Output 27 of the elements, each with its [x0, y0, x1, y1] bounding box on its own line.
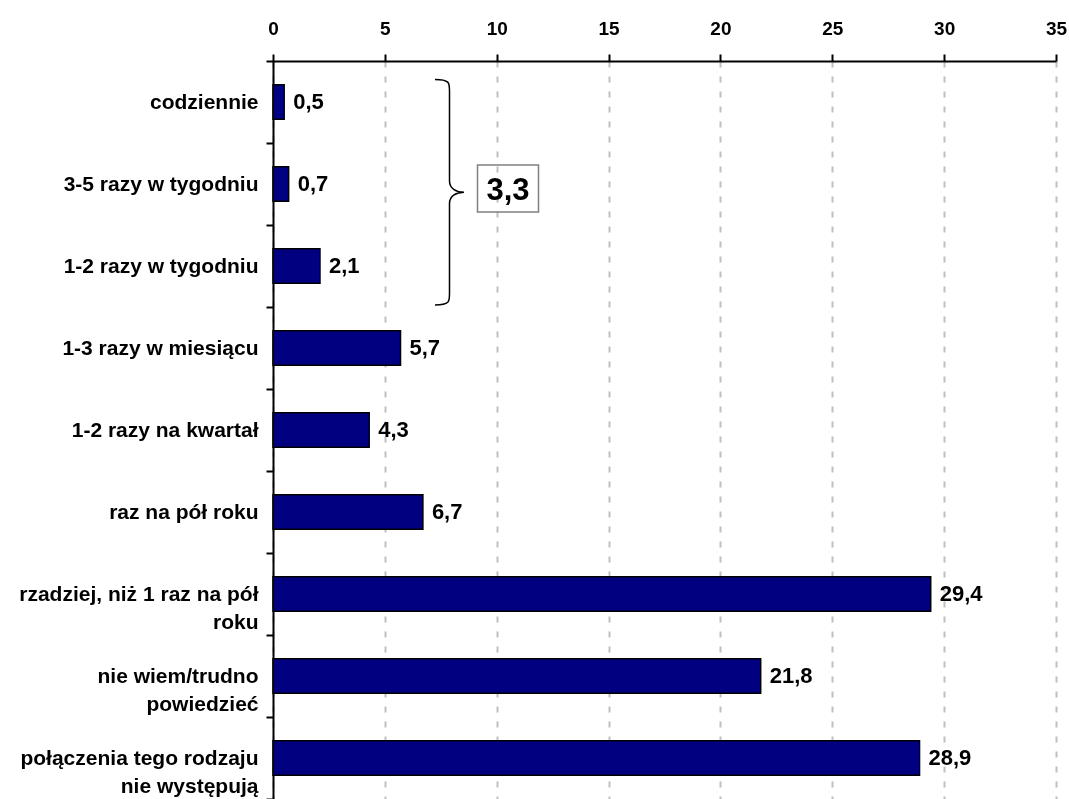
- data-label: 2,1: [328, 253, 360, 278]
- data-label: 5,7: [409, 335, 441, 360]
- data-label: 6,7: [431, 499, 463, 524]
- x-tick-label: 30: [934, 17, 956, 39]
- data-label: 28,9: [928, 745, 972, 770]
- x-tick-label: 25: [822, 17, 844, 39]
- x-tick-label: 10: [486, 17, 508, 39]
- y-tick-label: raz na pół roku: [109, 499, 259, 523]
- x-tick-label: 15: [598, 17, 621, 39]
- x-tick-label: 35: [1045, 17, 1068, 39]
- data-label: 4,3: [378, 417, 409, 442]
- data-label: 21,8: [769, 663, 813, 688]
- annotation: 3,3: [486, 171, 530, 207]
- data-label: 0,5: [293, 89, 324, 114]
- y-tick-label: 1-2 razy w tygodniu: [63, 253, 259, 277]
- x-tick-label: 0: [268, 17, 279, 39]
- y-tick-label: codziennie: [149, 89, 259, 113]
- y-tick-label: nie wiem/trudno powiedzieć: [97, 663, 259, 715]
- y-tick-label: połączenia tego rodzaju nie występują: [20, 745, 259, 797]
- data-label: 0,7: [297, 171, 329, 196]
- data-label: 29,4: [939, 581, 984, 606]
- y-tick-label: 1-2 razy na kwartał: [71, 417, 259, 441]
- x-tick-label: 20: [710, 17, 732, 39]
- y-tick-label: 1-3 razy w miesiącu: [62, 335, 259, 359]
- y-tick-label: rzadziej, niż 1 raz na pół roku: [19, 581, 259, 633]
- y-tick-label: 3-5 razy w tygodniu: [63, 171, 259, 195]
- x-tick-label: 5: [380, 17, 392, 39]
